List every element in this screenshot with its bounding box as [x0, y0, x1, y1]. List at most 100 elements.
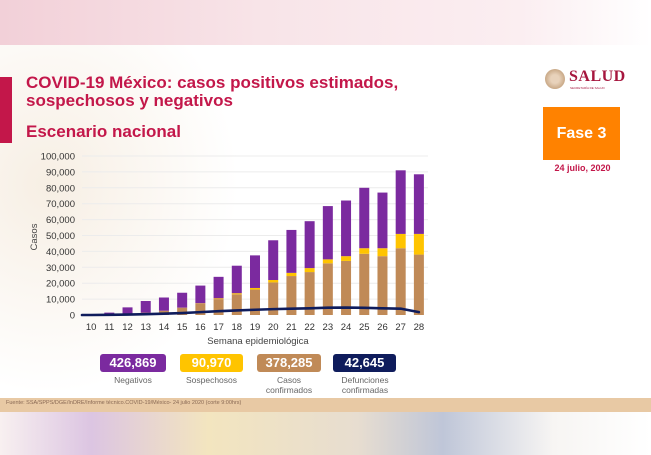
- bar-negativos: [413, 174, 424, 234]
- salud-logo: SALUD SECRETARÍA DE SALUD: [545, 68, 626, 93]
- x-tick-label: 18: [232, 322, 243, 333]
- bar-casos-confirmados: [286, 276, 297, 315]
- logo-subtext: SECRETARÍA DE SALUD: [570, 86, 605, 90]
- legend-defunciones-value: 42,645: [333, 354, 396, 372]
- x-axis-ticks: 10 11 12 13 14 15 16 17 18 19 20 21 22 23 24 25 26 27 28: [86, 322, 424, 333]
- y-tick-label: 10,000: [46, 295, 75, 306]
- bar-sospechosos: [213, 298, 224, 300]
- x-tick-label: 27: [395, 322, 406, 333]
- x-tick-label: 24: [341, 322, 352, 333]
- x-tick-label: 13: [140, 322, 151, 333]
- bar-negativos: [395, 170, 406, 234]
- x-tick-label: 26: [377, 322, 388, 333]
- bar-sospechosos: [395, 233, 406, 249]
- y-tick-label: 60,000: [46, 215, 75, 226]
- x-axis-label: Semana epidemiológica: [207, 336, 309, 347]
- source-text: Fuente: SSA/SPPS/DGE/InDRE/Informe técni…: [6, 400, 242, 406]
- bar-casos-confirmados: [250, 289, 260, 315]
- bar-negativos: [122, 307, 133, 314]
- y-tick-label: 100,000: [41, 152, 75, 163]
- seal-icon: [545, 69, 565, 89]
- x-tick-label: 10: [86, 322, 97, 333]
- bottom-banner: [0, 412, 651, 455]
- y-tick-label: 70,000: [46, 199, 75, 210]
- bar-negativos: [213, 276, 224, 299]
- bar-casos-confirmados: [195, 303, 206, 315]
- logo-text: SALUD: [569, 68, 626, 85]
- legend-sospechosos-label: Sospechosos: [185, 375, 238, 385]
- x-tick-label: 23: [323, 322, 334, 333]
- bar-casos-confirmados: [177, 307, 188, 315]
- source-footer: Fuente: SSA/SPPS/DGE/InDRE/Informe técni…: [0, 398, 651, 412]
- bars: [104, 170, 424, 315]
- y-tick-label: 0: [70, 311, 75, 322]
- page-title: COVID-19 México: casos positivos estimad…: [26, 73, 399, 110]
- y-tick-label: 30,000: [46, 263, 75, 274]
- x-tick-label: 14: [159, 322, 170, 333]
- report-date: 24 julio, 2020: [554, 163, 611, 173]
- bar-casos-confirmados: [413, 254, 424, 315]
- y-axis-ticks: 0 10,000 20,000 30,000 40,000 50,000 60,000 70,…: [41, 152, 75, 322]
- bar-casos-confirmados: [395, 248, 406, 315]
- stacked-bar-chart: 0 10,000 20,000 30,000 40,000 50,000 60,000 70,…: [29, 152, 428, 347]
- bar-sospechosos: [250, 287, 260, 290]
- bar-casos-confirmados: [231, 294, 242, 315]
- bar-negativos: [231, 265, 242, 294]
- legend-defunciones: 42,645 Defunciones confirmadas: [333, 354, 396, 395]
- bar-casos-confirmados: [359, 253, 370, 315]
- bar-casos-confirmados: [377, 256, 388, 315]
- deaths-line: [80, 306, 421, 317]
- phase-badge: Fase 3: [543, 107, 620, 160]
- bar-sospechosos: [359, 248, 370, 254]
- legend-sospechosos: 90,970 Sospechosos: [180, 354, 243, 388]
- top-banner: [0, 0, 651, 45]
- bar-sospechosos: [286, 272, 297, 277]
- title-accent-bar: [0, 77, 12, 143]
- bar-casos-confirmados: [304, 272, 315, 315]
- bar-sospechosos: [268, 280, 279, 283]
- x-tick-label: 28: [414, 322, 425, 333]
- x-tick-label: 12: [122, 322, 133, 333]
- bar-sospechosos: [304, 268, 315, 273]
- legend-negativos-value: 426,869: [100, 354, 166, 372]
- x-tick-label: 25: [359, 322, 370, 333]
- bar-casos-confirmados: [213, 299, 224, 315]
- y-tick-label: 90,000: [46, 167, 75, 178]
- x-tick-label: 19: [250, 322, 261, 333]
- bar-negativos: [140, 301, 151, 313]
- bar-sospechosos: [377, 248, 388, 257]
- bar-casos-confirmados: [268, 282, 279, 315]
- x-tick-label: 11: [104, 322, 114, 333]
- y-tick-label: 80,000: [46, 183, 75, 194]
- x-tick-label: 20: [268, 322, 279, 333]
- bar-negativos: [177, 292, 188, 308]
- bar-negativos: [250, 255, 260, 288]
- x-tick-label: 15: [177, 322, 188, 333]
- y-tick-label: 20,000: [46, 279, 75, 290]
- legend-negativos-label: Negativos: [114, 375, 152, 385]
- bar-negativos: [268, 240, 279, 281]
- bar-negativos: [304, 221, 315, 269]
- legend-negativos: 426,869 Negativos: [100, 354, 166, 388]
- x-tick-label: 16: [195, 322, 206, 333]
- bar-negativos: [322, 206, 333, 260]
- legend-confirmados: 378,285 Casos confirmados: [257, 354, 321, 395]
- x-tick-label: 22: [304, 322, 315, 333]
- bar-negativos: [195, 285, 206, 304]
- bar-negativos: [359, 187, 370, 249]
- bar-negativos: [341, 200, 352, 257]
- legend-confirmados-value: 378,285: [257, 354, 321, 372]
- bar-casos-confirmados: [322, 263, 333, 315]
- legend-defunciones-label: Defunciones confirmadas: [341, 375, 389, 395]
- legend-sospechosos-value: 90,970: [180, 354, 243, 372]
- bar-negativos: [286, 229, 297, 273]
- y-axis-label: Casos: [29, 223, 40, 250]
- deaths-line-path: [80, 306, 421, 317]
- bar-negativos: [158, 297, 169, 311]
- x-tick-label: 21: [286, 322, 297, 333]
- bar-sospechosos: [341, 256, 352, 261]
- bar-negativos: [377, 192, 388, 249]
- bar-casos-confirmados: [341, 260, 352, 315]
- y-tick-label: 40,000: [46, 247, 75, 258]
- bar-sospechosos: [413, 233, 424, 255]
